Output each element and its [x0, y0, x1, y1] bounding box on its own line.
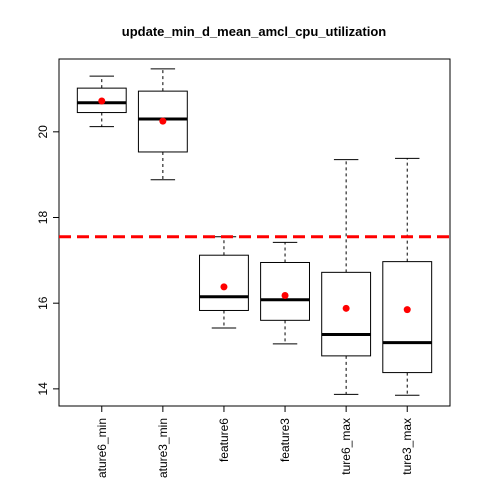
box-iqr	[321, 271, 372, 357]
x-tick-label: feature6	[217, 418, 231, 462]
chart-title: update_min_d_mean_amcl_cpu_utilization	[122, 24, 386, 39]
box-iqr	[382, 261, 433, 374]
y-axis: 14 16 18 20	[36, 125, 60, 396]
box-group	[199, 236, 249, 329]
x-tick-label: ture3_max	[400, 418, 414, 475]
box-iqr	[199, 254, 249, 311]
x-axis: ature6_min ature3_min feature6 feature3 ture…	[95, 405, 414, 478]
box-group	[137, 68, 188, 181]
mean-point	[342, 304, 350, 312]
box-iqr	[260, 261, 310, 321]
box-group	[321, 159, 372, 395]
box-group	[76, 75, 127, 128]
box-group	[382, 157, 433, 396]
box-group	[260, 241, 310, 345]
y-tick-label: 16	[36, 296, 50, 310]
x-tick-label: ature6_min	[95, 418, 109, 478]
x-tick-label: ature3_min	[156, 418, 170, 478]
mean-point	[98, 97, 106, 105]
y-tick-label: 14	[36, 382, 50, 396]
boxes-layer	[76, 68, 433, 396]
x-tick-label: ture6_max	[339, 418, 353, 475]
y-tick-label: 20	[36, 125, 50, 139]
mean-point	[281, 291, 289, 299]
y-tick-label: 18	[36, 211, 50, 225]
mean-point	[220, 283, 228, 291]
mean-point	[159, 117, 167, 125]
x-tick-label: feature3	[278, 418, 292, 462]
mean-point	[403, 306, 411, 314]
